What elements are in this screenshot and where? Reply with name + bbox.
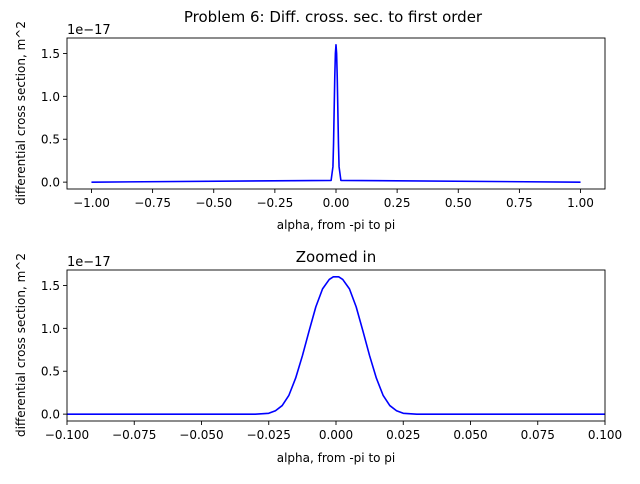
plot-1-ytick-label: 0.5 <box>41 133 60 147</box>
plot-1-ytick-label: 0.0 <box>41 176 60 190</box>
plot-1-series-line <box>91 44 581 183</box>
plot-1-offset-text: 1e−17 <box>67 23 111 38</box>
plot-2-ytick-label: 0.0 <box>41 408 60 422</box>
plot-2-title: Zoomed in <box>296 248 376 266</box>
plot-2-xtick-label: 0.000 <box>319 428 353 442</box>
plot-1-xtick-label: 1.00 <box>567 196 594 210</box>
plot-2-xtick-label: −0.025 <box>247 428 291 442</box>
plot-2-xtick-label: 0.075 <box>521 428 555 442</box>
plot-2-xtick-label: 0.050 <box>453 428 487 442</box>
figure-suptitle: Problem 6: Diff. cross. sec. to first or… <box>184 8 483 26</box>
plot-1-xtick-label: 0.75 <box>506 196 533 210</box>
plot-1-ytick-label: 1.5 <box>41 47 60 61</box>
plot-1: −1.00 −0.75 −0.50 −0.25 0.00 0.25 0.50 0.75 1.00… <box>14 21 606 232</box>
plot-2-ytick-label: 1.0 <box>41 322 60 336</box>
plot-2-ylabel: differential cross section, m^2 <box>14 253 28 437</box>
plot-2-xtick-label: −0.050 <box>179 428 223 442</box>
plot-1-ylabel: differential cross section, m^2 <box>14 21 28 205</box>
plot-1-xtick-label: 0.00 <box>323 196 350 210</box>
plot-2-series-line <box>67 276 605 415</box>
plot-1-xtick-label: 0.50 <box>445 196 472 210</box>
plot-2-offset-text: 1e−17 <box>67 255 111 270</box>
plot-2-xtick-label: −0.075 <box>112 428 156 442</box>
plot-2-ytick-label: 0.5 <box>41 365 60 379</box>
plot-2-xtick-label: 0.025 <box>386 428 420 442</box>
plot-1-ytick-label: 1.0 <box>41 90 60 104</box>
plot-1-xtick-label: −0.25 <box>256 196 293 210</box>
plot-1-xtick-label: −0.75 <box>134 196 171 210</box>
plot-2-xlabel: alpha, from -pi to pi <box>277 451 396 465</box>
plot-1-marks: −1.00 −0.75 −0.50 −0.25 0.00 0.25 0.50 0.75 1.00… <box>41 37 606 210</box>
plot-1-xtick-label: −1.00 <box>73 196 110 210</box>
plot-2-ytick-label: 1.5 <box>41 279 60 293</box>
plot-2-xtick-label: −0.100 <box>45 428 89 442</box>
plot-1-xtick-label: −0.50 <box>195 196 232 210</box>
plot-2-marks: −0.100 −0.075 −0.050 −0.025 0.000 0.025 0.050 0… <box>41 269 622 442</box>
plot-2: Zoomed in −0.100 −0.075 −0.050 −0.025 0.000 0… <box>14 248 622 465</box>
plot-1-xlabel: alpha, from -pi to pi <box>277 218 396 232</box>
plot-2-frame <box>66 269 606 422</box>
plot-1-xtick-label: 0.25 <box>384 196 411 210</box>
plot-2-xtick-label: 0.100 <box>588 428 622 442</box>
